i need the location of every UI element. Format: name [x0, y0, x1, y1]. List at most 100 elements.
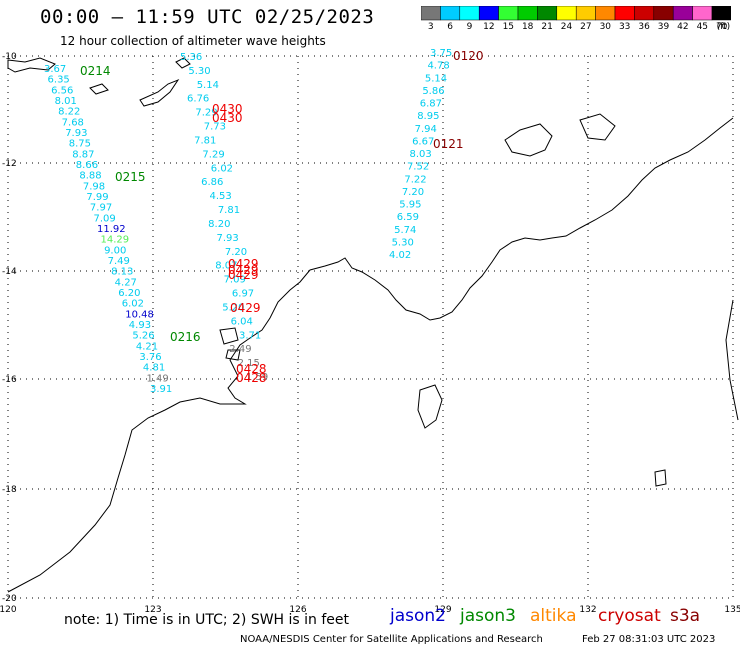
wave-height-value: 8.01: [55, 96, 77, 107]
pass-time-label: 0120: [453, 49, 484, 63]
wave-height-value: 5.20: [222, 302, 244, 313]
legend-label: 6: [447, 22, 453, 32]
wave-height-value: 7.81: [218, 205, 240, 216]
map-title: 00:00 – 11:59 UTC 02/25/2023: [40, 6, 375, 28]
legend-label: 33: [618, 22, 631, 32]
coastline-segment: [417, 384, 443, 429]
wave-height-value: 7.98: [83, 181, 105, 192]
wave-height-value: 5.14: [425, 73, 447, 84]
pass-time-label: 0428: [236, 362, 267, 376]
wave-height-value: 1.49: [146, 373, 168, 384]
pass-time-label: 0214: [80, 64, 111, 78]
wave-height-value: 7.93: [217, 233, 239, 244]
wave-height-value: 4.81: [143, 363, 165, 374]
wave-height-value: 2.49: [229, 344, 251, 355]
wave-height-value: 8.75: [69, 139, 91, 150]
wave-height-value: 7.52: [407, 162, 429, 173]
wave-height-value: 3.75: [430, 48, 452, 59]
color-scale-labels: 3 6 9 12 15 18 21 24 27 30 33 36 39 42 45 70 (ft): [421, 22, 731, 36]
coastline-segment: [579, 113, 616, 141]
wave-height-value: 7.49: [108, 256, 130, 267]
wave-height-value: 7.22: [404, 174, 426, 185]
wave-height-value: 5.30: [188, 66, 210, 77]
wave-height-value: 5.74: [394, 225, 416, 236]
footer-note: note: 1) Time is in UTC; 2) SWH is in fe…: [64, 612, 350, 628]
legend-label: 3: [427, 22, 434, 32]
legend-label: 12: [483, 22, 495, 32]
wave-height-value: 6.87: [420, 99, 442, 110]
wave-height-value: 8.88: [79, 171, 101, 182]
wave-height-value: 6.56: [51, 85, 73, 96]
wave-height-value: 7.20: [225, 247, 247, 258]
wave-height-value: 3.67: [44, 64, 66, 75]
pass-time-label: 0429: [228, 263, 259, 277]
wave-height-value: 8.13: [111, 267, 133, 278]
legend-label: 36: [638, 22, 650, 32]
wave-height-value: 6.86: [201, 177, 223, 188]
pass-time-label: 0428: [236, 371, 267, 385]
legend-label: 15: [502, 22, 515, 32]
lat-label: -16: [2, 375, 17, 385]
wave-height-value: 7.09: [93, 213, 115, 224]
wave-height-value: 8.07: [215, 261, 237, 272]
wave-height-value: 1.59: [246, 372, 268, 383]
coastline-segment: [175, 57, 191, 69]
satellite-label: jason3: [460, 606, 516, 626]
legend-unit: (ft): [716, 22, 731, 32]
lon-label: 120: [0, 605, 17, 615]
coastline-segment: [225, 349, 241, 361]
wave-height-value: 6.04: [231, 316, 253, 327]
lat-label: -14: [2, 267, 17, 277]
coastline-segment: [504, 123, 553, 157]
wave-height-value: 7.97: [90, 203, 112, 214]
legend-label: 21: [541, 22, 553, 32]
coastline: [7, 57, 739, 593]
wave-height-value: 4.78: [427, 61, 449, 72]
map-subtitle: 12 hour collection of altimeter wave hei…: [60, 34, 326, 48]
legend-label: 45: [696, 22, 709, 32]
wave-height-value: 8.87: [72, 149, 94, 160]
lat-label: -12: [2, 159, 17, 169]
lon-label: 135: [724, 605, 740, 615]
wave-height-value: 8.66: [76, 160, 98, 171]
wave-height-value: 4.53: [209, 191, 231, 202]
coastline-segment: [89, 83, 109, 95]
wave-height-value: 7.81: [194, 135, 216, 146]
wave-height-value: 7.94: [415, 124, 437, 135]
wave-height-value: 3.71: [239, 330, 261, 341]
pass-time-label: 0429: [228, 268, 259, 282]
coastline-segment: [725, 299, 739, 421]
satellite-label: s3a: [670, 606, 701, 626]
legend-label: 18: [521, 22, 534, 32]
coastline-segment: [7, 57, 56, 73]
wave-height-value: 7.99: [86, 192, 108, 203]
wave-height-value: 7.09: [224, 275, 246, 286]
altimeter-tracks: 3.676.356.568.018.227.687.938.758.878.66…: [44, 48, 452, 395]
wave-height-value: 6.59: [397, 212, 419, 223]
wave-height-value: 4.27: [115, 277, 137, 288]
footer-credit: NOAA/NESDIS Center for Satellite Applica…: [240, 634, 543, 645]
legend-label: 70: [715, 22, 728, 32]
wave-height-value: 6.35: [48, 75, 70, 86]
coastline-segment: [139, 78, 180, 107]
wave-height-value: 6.76: [187, 94, 209, 105]
wave-height-value: 3.76: [139, 352, 161, 363]
pass-time-label: 0216: [170, 330, 201, 344]
wave-height-value: 5.95: [399, 200, 421, 211]
lon-label: 123: [144, 605, 161, 615]
lat-label: -18: [2, 485, 17, 495]
wave-height-value: 7.29: [202, 149, 224, 160]
legend-label: 24: [560, 22, 573, 32]
wave-height-value: 8.20: [208, 219, 230, 230]
color-scale-legend: [421, 6, 731, 21]
pass-time-label: 0430: [212, 111, 243, 125]
legend-label: 30: [599, 22, 612, 32]
pass-time-label: 0429: [230, 301, 261, 315]
pass-time-label: 0121: [433, 137, 464, 151]
wave-height-value: 14.29: [101, 235, 130, 246]
wave-height-value: 4.93: [129, 320, 151, 331]
wave-height-value: 7.29: [195, 108, 217, 119]
legend-swatch: [711, 6, 731, 21]
lon-label: 129: [434, 605, 451, 615]
